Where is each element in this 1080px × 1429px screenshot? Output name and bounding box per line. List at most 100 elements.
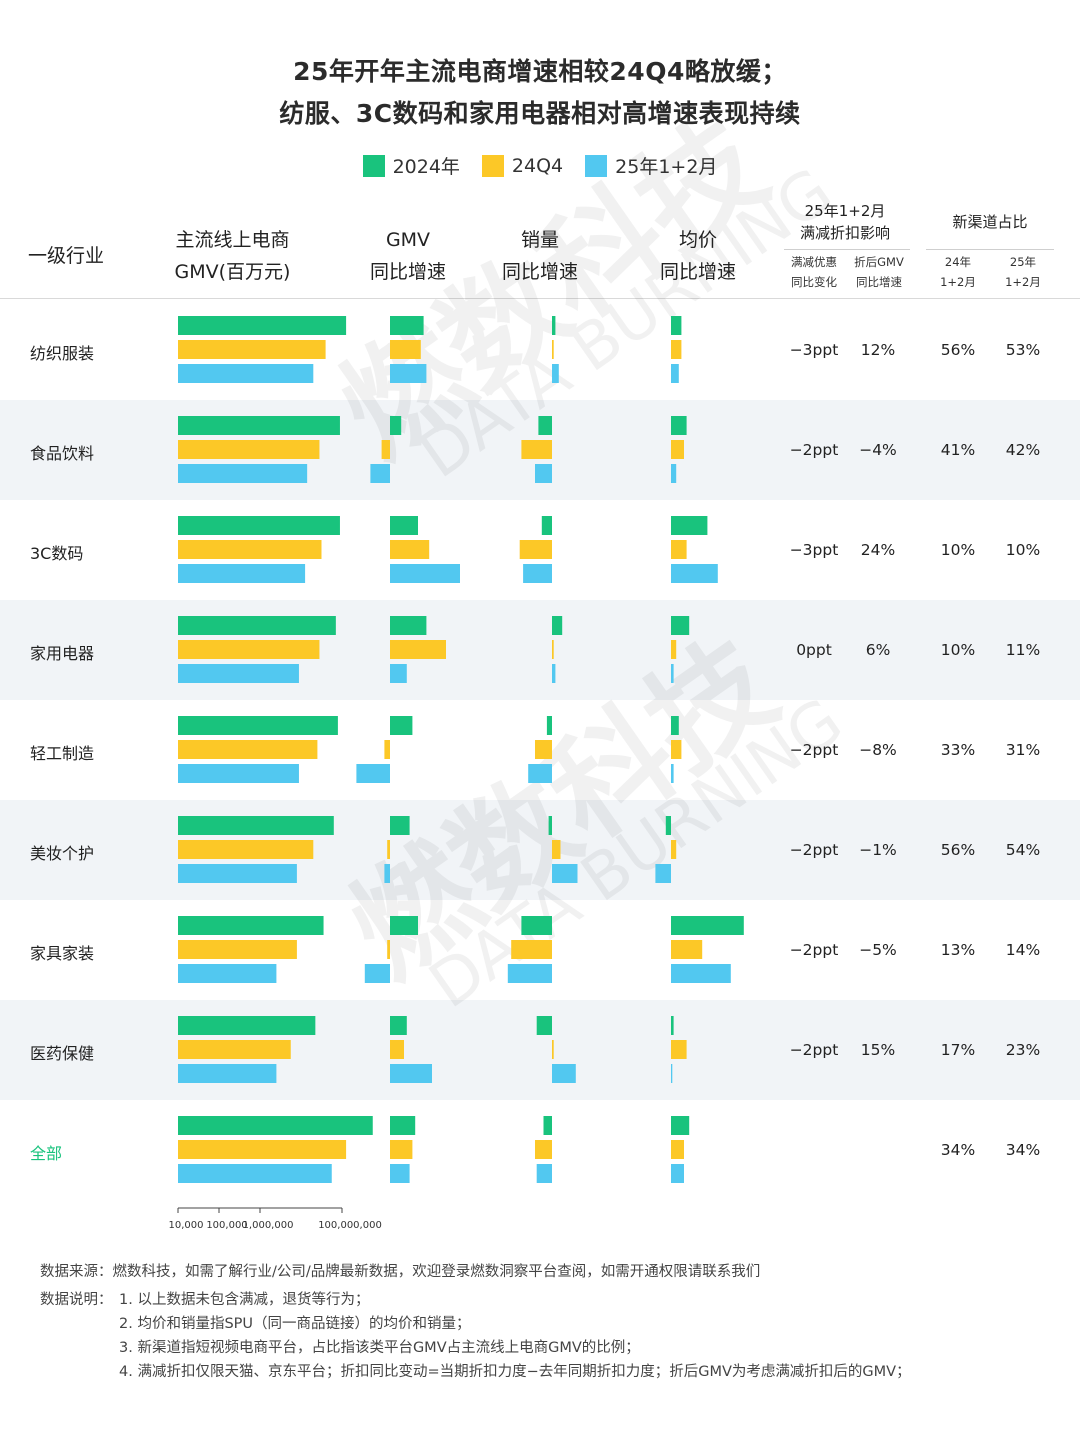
- channel-24-cell: 10%: [940, 541, 976, 559]
- header-gmv-l1: 主流线上电商: [175, 229, 290, 251]
- gmv-growth-bar: [390, 640, 446, 659]
- volume-growth-bar: [543, 1116, 552, 1135]
- volume-growth-bar: [552, 864, 578, 883]
- gmv-bar: [178, 316, 347, 335]
- header-gmv-growth-l1: GMV: [385, 229, 431, 251]
- header-channel-24: 24年 1+2月: [928, 252, 988, 292]
- legend-label: 2024年: [392, 156, 460, 178]
- volume-growth-bar: [552, 616, 563, 635]
- volume-growth-bar: [552, 640, 554, 659]
- note-3: 3. 新渠道指短视频电商平台，占比指该类平台GMV占主流线上电商GMV的比例；: [119, 1340, 640, 1356]
- channel-25-cell: 42%: [1005, 441, 1041, 459]
- header-bottom-rule: [0, 298, 1080, 299]
- discount-change-cell: −3ppt: [789, 541, 839, 559]
- channel-25-cell: 54%: [1005, 841, 1041, 859]
- gmv-growth-bar: [390, 1116, 416, 1135]
- after-discount-cell: −1%: [859, 841, 897, 859]
- legend-swatch-yellow: [481, 154, 504, 177]
- header-gmv: 主流线上电商 GMV(百万元): [160, 224, 305, 288]
- discount-change-cell: 0ppt: [796, 641, 832, 659]
- after-discount-cell: −5%: [859, 941, 897, 959]
- gmv-bar: [178, 916, 324, 935]
- gmv-bar: [178, 564, 306, 583]
- legend-label: 25年1+2月: [615, 156, 718, 178]
- gmv-growth-bar: [390, 716, 413, 735]
- gmv-bar: [178, 716, 338, 735]
- chart-title-line1: 25年开年主流电商增速相较24Q4略放缓；: [293, 57, 787, 86]
- gmv-growth-bar: [390, 516, 418, 535]
- gmv-growth-bar: [370, 464, 390, 483]
- channel-25-cell: 23%: [1005, 1041, 1041, 1059]
- header-sub-l2: 1+2月: [940, 275, 976, 289]
- discount-change-cell: −2ppt: [789, 441, 839, 459]
- header-sub-l2: 同比增速: [856, 275, 902, 289]
- gmv-bar: [178, 616, 336, 635]
- price-growth-bar: [671, 940, 703, 959]
- gmv-growth-bar: [387, 840, 390, 859]
- gmv-bar: [178, 340, 326, 359]
- gmv-bar: [178, 364, 314, 383]
- volume-growth-bar: [552, 316, 556, 335]
- note-1: 1. 以上数据未包含满减，退货等行为；: [119, 1292, 370, 1308]
- chart-title-line2: 纺服、3C数码和家用电器相对高增速表现持续: [279, 99, 801, 128]
- after-discount-cell: −4%: [859, 441, 897, 459]
- gmv-growth-bar: [390, 364, 427, 383]
- price-growth-bar: [671, 416, 687, 435]
- legend: 2024年 24Q4 25年1+2月: [0, 152, 1080, 179]
- header-sub-l1: 24年: [944, 255, 972, 269]
- gmv-axis-tick-label: 1,000,000: [243, 1220, 294, 1231]
- gmv-bar: [178, 840, 314, 859]
- gmv-growth-bar: [390, 1016, 407, 1035]
- price-growth-bar: [671, 640, 677, 659]
- category-label: 家用电器: [30, 644, 95, 663]
- category-label: 轻工制造: [30, 744, 95, 763]
- price-growth-bar: [671, 316, 682, 335]
- price-growth-bar: [671, 664, 674, 683]
- gmv-growth-bar: [390, 1064, 432, 1083]
- channel-24-cell: 17%: [940, 1041, 976, 1059]
- gmv-bar: [178, 764, 299, 783]
- volume-growth-bar: [536, 1016, 552, 1035]
- discount-change-cell: −2ppt: [789, 1041, 839, 1059]
- gmv-bar: [178, 416, 340, 435]
- category-label: 3C数码: [30, 544, 84, 563]
- price-growth-bar: [671, 764, 674, 783]
- after-discount-cell: 15%: [860, 1041, 896, 1059]
- header-volume-l2: 同比增速: [501, 261, 578, 283]
- price-growth-bar: [671, 1140, 684, 1159]
- header-after-discount: 折后GMV 同比增速: [846, 252, 912, 292]
- note-source: 数据来源：燃数科技，如需了解行业/公司/品牌最新数据，欢迎登录燃数洞察平台查阅，…: [40, 1264, 761, 1280]
- price-growth-bar: [671, 1016, 674, 1035]
- gmv-growth-bar: [390, 816, 410, 835]
- header-volume-l1: 销量: [520, 229, 559, 251]
- channel-24-cell: 33%: [940, 741, 976, 759]
- gmv-growth-bar: [390, 316, 424, 335]
- price-growth-bar: [671, 464, 677, 483]
- header-channel: 新渠道占比: [952, 213, 1028, 231]
- header-sub-l1: 满减优惠: [791, 255, 837, 269]
- gmv-growth-bar: [390, 1040, 404, 1059]
- gmv-growth-bar: [390, 564, 460, 583]
- gmv-bar: [178, 1064, 277, 1083]
- gmv-axis-tick-label: 10,000: [169, 1220, 204, 1231]
- channel-25-cell: 11%: [1005, 641, 1041, 659]
- volume-growth-bar: [519, 540, 552, 559]
- gmv-bar: [178, 540, 322, 559]
- volume-growth-bar: [507, 964, 552, 983]
- price-growth-bar: [671, 340, 682, 359]
- price-growth-bar: [671, 840, 677, 859]
- gmv-growth-bar: [381, 440, 390, 459]
- gmv-axis-tick-label: 100,000,000: [318, 1220, 382, 1231]
- volume-growth-bar: [521, 440, 552, 459]
- gmv-bar: [178, 664, 299, 683]
- price-growth-bar: [671, 1064, 673, 1083]
- legend-item-24q4: 24Q4: [481, 152, 563, 179]
- header-price-l1: 均价: [678, 229, 717, 251]
- header-industry: 一级行业: [28, 245, 105, 267]
- volume-growth-bar: [511, 940, 552, 959]
- after-discount-cell: 12%: [860, 341, 896, 359]
- gmv-bar: [178, 1140, 347, 1159]
- gmv-axis-tick-label: 100,000: [206, 1220, 247, 1231]
- volume-growth-bar: [552, 664, 556, 683]
